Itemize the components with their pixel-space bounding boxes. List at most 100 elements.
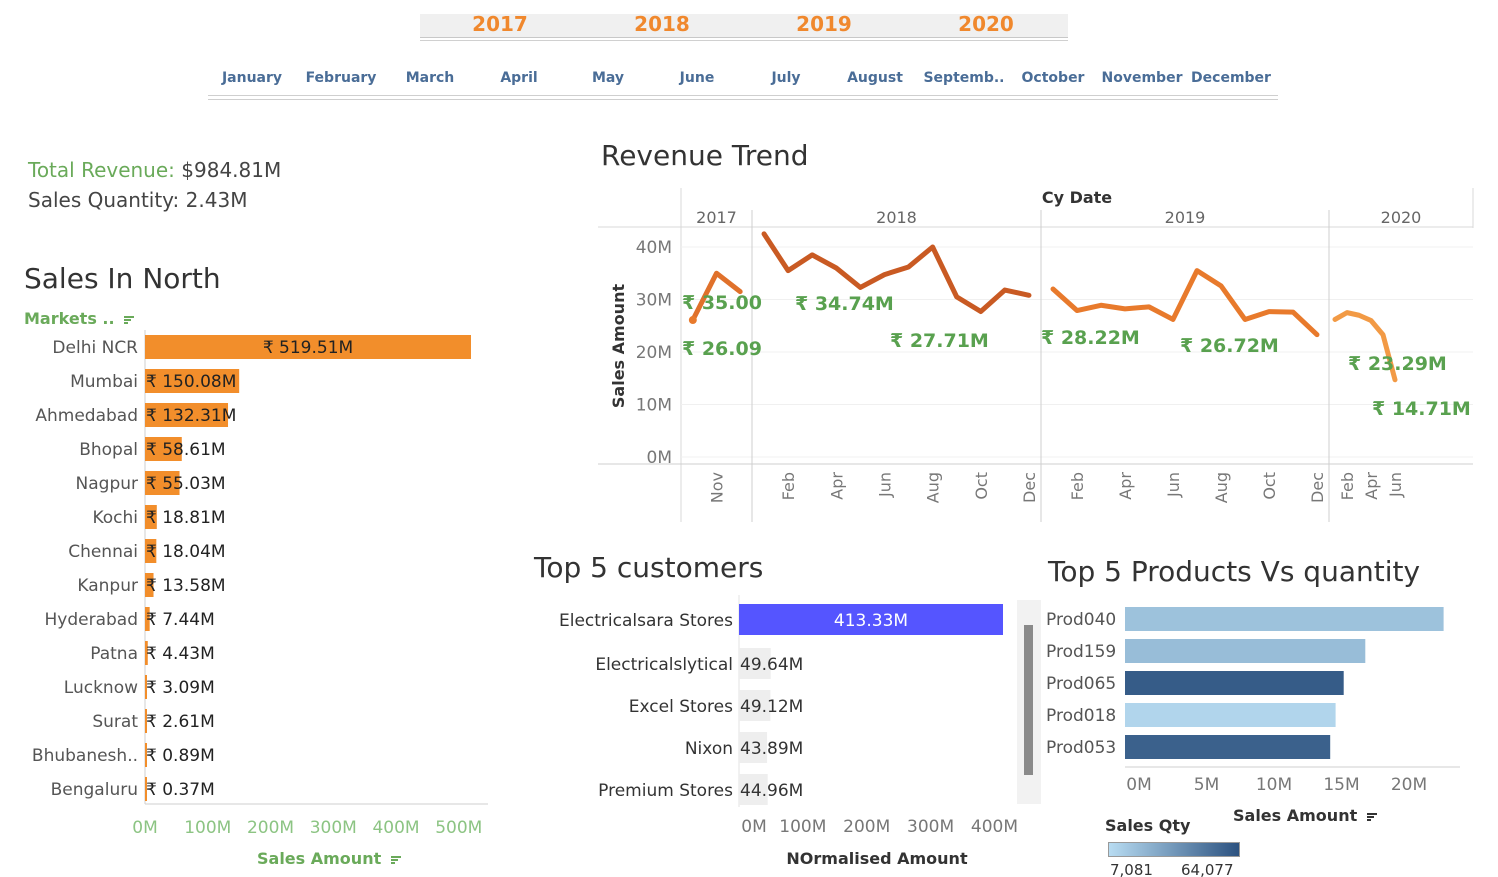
axis-tick-label: 20M (1391, 775, 1427, 795)
market-value-label: ₹ 18.04M (146, 542, 226, 562)
market-bar[interactable] (145, 369, 240, 393)
market-value-label: ₹ 4.43M (146, 644, 215, 664)
revenue-line[interactable] (1332, 310, 1398, 383)
year-filter-2018[interactable]: 2018 (634, 12, 690, 36)
market-bar[interactable] (145, 471, 180, 495)
market-bar[interactable] (145, 777, 147, 801)
market-bar[interactable] (145, 539, 157, 563)
market-label: Surat (92, 712, 138, 732)
customer-bar[interactable] (739, 690, 771, 721)
axis-tick-label: 0M (741, 817, 766, 837)
market-bar[interactable] (145, 437, 182, 461)
customers-scrollbar-thumb[interactable] (1024, 625, 1033, 775)
market-bar[interactable] (145, 403, 229, 427)
revenue-line[interactable] (761, 231, 1032, 315)
year-filter-divider (420, 40, 1068, 41)
market-label: Kochi (92, 508, 138, 528)
products-axis-title[interactable]: Sales Amount (1233, 806, 1377, 825)
products-axis-label: Sales Amount (1233, 806, 1358, 825)
panel-year-label: 2020 (1381, 208, 1422, 227)
product-bar[interactable] (1125, 703, 1336, 727)
market-bar[interactable] (145, 675, 147, 699)
month-filter-may[interactable]: May (591, 70, 625, 86)
total-revenue-label: Total Revenue: (28, 158, 175, 182)
year-filter-2019[interactable]: 2019 (796, 12, 852, 36)
revenue-line[interactable] (1050, 268, 1320, 338)
month-filter-june[interactable]: June (679, 70, 715, 86)
axis-tick-label: 200M (247, 818, 294, 838)
market-bar[interactable] (145, 709, 147, 733)
market-label: Delhi NCR (52, 338, 138, 358)
sort-icon[interactable] (390, 855, 401, 865)
x-tick-label: Feb (779, 472, 798, 500)
product-bar[interactable] (1125, 607, 1444, 631)
month-filter-february[interactable]: February (305, 70, 377, 86)
market-bar[interactable] (145, 505, 157, 529)
axis-tick-label: 100M (779, 817, 826, 837)
market-bar[interactable] (145, 641, 148, 665)
sales-qty-legend-title: Sales Qty (1105, 816, 1191, 835)
x-tick-label: Nov (708, 472, 727, 503)
axis-tick-label: 100M (184, 818, 231, 838)
customer-value-label: 413.33M (834, 611, 908, 631)
market-bar[interactable] (145, 607, 150, 631)
markets-field-header[interactable]: Markets .. (24, 309, 135, 328)
product-label: Prod159 (1046, 642, 1116, 662)
x-tick-label: Aug (924, 472, 943, 503)
month-filter-september[interactable]: Septemb.. (923, 70, 1005, 86)
month-filter-august[interactable]: August (847, 70, 903, 86)
cy-date-header: Cy Date (1042, 188, 1112, 207)
market-value-label: ₹ 2.61M (146, 712, 215, 732)
product-label: Prod040 (1046, 610, 1116, 630)
market-value-label: ₹ 58.61M (146, 440, 226, 460)
customer-label: Excel Stores (629, 697, 733, 717)
total-revenue-value: $984.81M (181, 158, 282, 182)
revenue-value-label: ₹ 28.22M (1041, 327, 1140, 349)
market-bar[interactable] (145, 743, 147, 767)
product-bar[interactable] (1125, 639, 1366, 663)
product-bar[interactable] (1125, 735, 1331, 759)
x-tick-label: Oct (972, 472, 991, 500)
revenue-value-label: ₹ 14.71M (1372, 398, 1471, 420)
customer-label: Electricalslytical (595, 655, 733, 675)
panel-year-label: 2019 (1165, 208, 1206, 227)
sort-icon[interactable] (1366, 812, 1377, 822)
sales-amount-axis-label: Sales Amount (257, 849, 382, 868)
x-tick-label: Aug (1212, 472, 1231, 503)
start-point[interactable] (688, 316, 697, 325)
market-value-label: ₹ 132.31M (146, 406, 236, 426)
year-filter-2020[interactable]: 2020 (958, 12, 1014, 36)
revenue-value-label: ₹ 35.00 (682, 292, 762, 314)
customer-value-label: 49.12M (740, 697, 803, 717)
month-filter-july[interactable]: July (771, 70, 801, 86)
customer-bar[interactable] (739, 732, 768, 763)
market-label: Bhopal (79, 440, 138, 460)
revenue-line[interactable] (690, 270, 743, 323)
sort-icon[interactable] (124, 315, 135, 325)
sales-amount-axis-title[interactable]: Sales Amount (257, 849, 401, 868)
customer-bar[interactable] (739, 648, 771, 679)
month-filter-march[interactable]: March (405, 70, 455, 86)
month-filter-december[interactable]: December (1191, 70, 1271, 86)
customer-bar[interactable] (739, 604, 1003, 635)
axis-tick-label: 500M (435, 818, 482, 838)
customer-label: Electricalsara Stores (559, 611, 733, 631)
axis-tick-label: 300M (907, 817, 954, 837)
market-bar[interactable] (145, 335, 471, 359)
revenue-value-label: ₹ 26.09 (682, 338, 762, 360)
month-filter-october[interactable]: October (1021, 70, 1085, 86)
markets-field-label: Markets .. (24, 309, 115, 328)
x-tick-label: Dec (1308, 472, 1327, 503)
top-products-title: Top 5 Products Vs quantity (1048, 555, 1421, 588)
axis-tick-label: 300M (310, 818, 357, 838)
market-label: Hyderabad (45, 610, 139, 630)
market-value-label: ₹ 55.03M (146, 474, 226, 494)
month-filter-april[interactable]: April (500, 70, 538, 86)
month-filter-january[interactable]: January (221, 70, 283, 86)
market-bar[interactable] (145, 573, 154, 597)
month-filter-november[interactable]: November (1101, 70, 1183, 86)
x-tick-label: Apr (1362, 472, 1381, 500)
year-filter-2017[interactable]: 2017 (472, 12, 528, 36)
customer-bar[interactable] (739, 774, 768, 805)
product-bar[interactable] (1125, 671, 1344, 695)
